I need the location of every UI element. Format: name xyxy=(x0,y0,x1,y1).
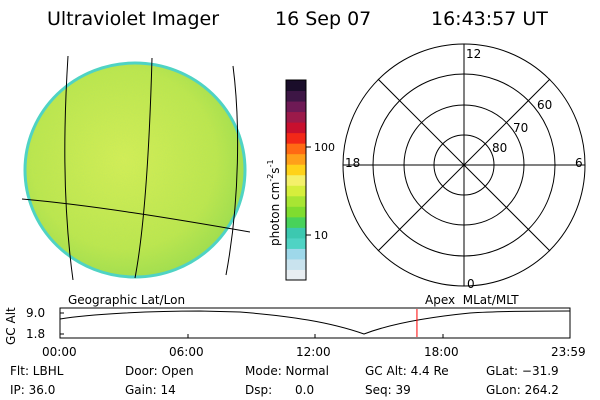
y-tick-label-1-8: 1.8 xyxy=(26,327,46,341)
altitude-curve xyxy=(59,310,571,335)
colorbar-segment xyxy=(286,237,306,249)
earth-disk-image xyxy=(21,55,250,280)
ip-status: IP: 36.0 xyxy=(10,383,56,397)
colorbar-segment xyxy=(286,206,306,218)
filter-status: Flt: LBHL xyxy=(10,364,64,378)
date-label: 16 Sep 07 xyxy=(275,8,372,30)
grid-parallel xyxy=(21,198,250,233)
colorbar-segment xyxy=(286,248,306,260)
mode-status: Mode: Normal xyxy=(245,364,329,378)
geo-panel-label: Geographic Lat/Lon xyxy=(68,293,186,307)
colorbar-segment xyxy=(286,216,306,228)
colorbar-label-10: 10 xyxy=(314,229,328,242)
x-tick-label: 12:00 xyxy=(296,345,331,359)
colorbar-segment xyxy=(286,195,306,207)
colorbar-segment xyxy=(286,80,306,92)
x-tick-label: 06:00 xyxy=(169,345,204,359)
x-tick-label: 18:00 xyxy=(424,345,459,359)
mlat-label-70: 70 xyxy=(513,121,529,135)
x-tick-label: 00:00 xyxy=(42,345,77,359)
polar-panel-label: Apex MLat/MLT xyxy=(425,293,519,307)
colorbar-segment xyxy=(286,132,306,144)
gc-alt-status: GC Alt: 4.4 Re xyxy=(365,364,449,378)
time-label: 16:43:57 UT xyxy=(431,8,548,30)
colorbar-segment xyxy=(286,258,306,270)
glon-status: GLon: 264.2 xyxy=(486,383,559,397)
mlat-label-80: 80 xyxy=(492,141,508,155)
colorbar-segment xyxy=(286,143,306,155)
altitude-plot xyxy=(59,307,571,339)
colorbar-segment xyxy=(286,269,306,281)
grid-meridian xyxy=(225,65,239,276)
y-tick-label-9: 9.0 xyxy=(26,306,46,320)
gain-status: Gain: 14 xyxy=(125,383,176,397)
colorbar-segment xyxy=(286,164,306,176)
colorbar-frame xyxy=(285,79,307,281)
seq-status: Seq: 39 xyxy=(365,383,411,397)
mlt-label-0: 0 xyxy=(467,277,475,291)
mlt-label-12: 12 xyxy=(466,47,482,61)
colorbar-segment xyxy=(286,185,306,197)
colorbar-segment xyxy=(286,90,306,102)
x-tick-label: 23:59 xyxy=(551,345,586,359)
colorbar-segment xyxy=(286,101,306,113)
altitude-ylabel: GC Alt xyxy=(4,307,18,345)
door-status: Door: Open xyxy=(125,364,194,378)
colorbar xyxy=(286,80,306,281)
colorbar-label-100: 100 xyxy=(314,141,335,154)
grid-meridian xyxy=(134,57,153,279)
polar-diagonal xyxy=(377,78,551,252)
mlt-label-18: 18 xyxy=(345,156,361,170)
colorbar-segment xyxy=(286,153,306,165)
disk-texture xyxy=(25,63,245,277)
polar-plot xyxy=(342,43,586,287)
colorbar-segment xyxy=(286,174,306,186)
instrument-title: Ultraviolet Imager xyxy=(47,8,220,30)
mlt-label-6: 6 xyxy=(575,156,583,170)
colorbar-unit: photon cm-2s-1 xyxy=(266,159,282,246)
colorbar-segment xyxy=(286,111,306,123)
glat-status: GLat: −31.9 xyxy=(486,364,559,378)
colorbar-segment xyxy=(286,227,306,239)
grid-meridian xyxy=(64,55,74,280)
colorbar-segment xyxy=(286,122,306,134)
mlat-label-60: 60 xyxy=(537,98,553,112)
dsp-status: Dsp: 0.0 xyxy=(245,383,315,397)
